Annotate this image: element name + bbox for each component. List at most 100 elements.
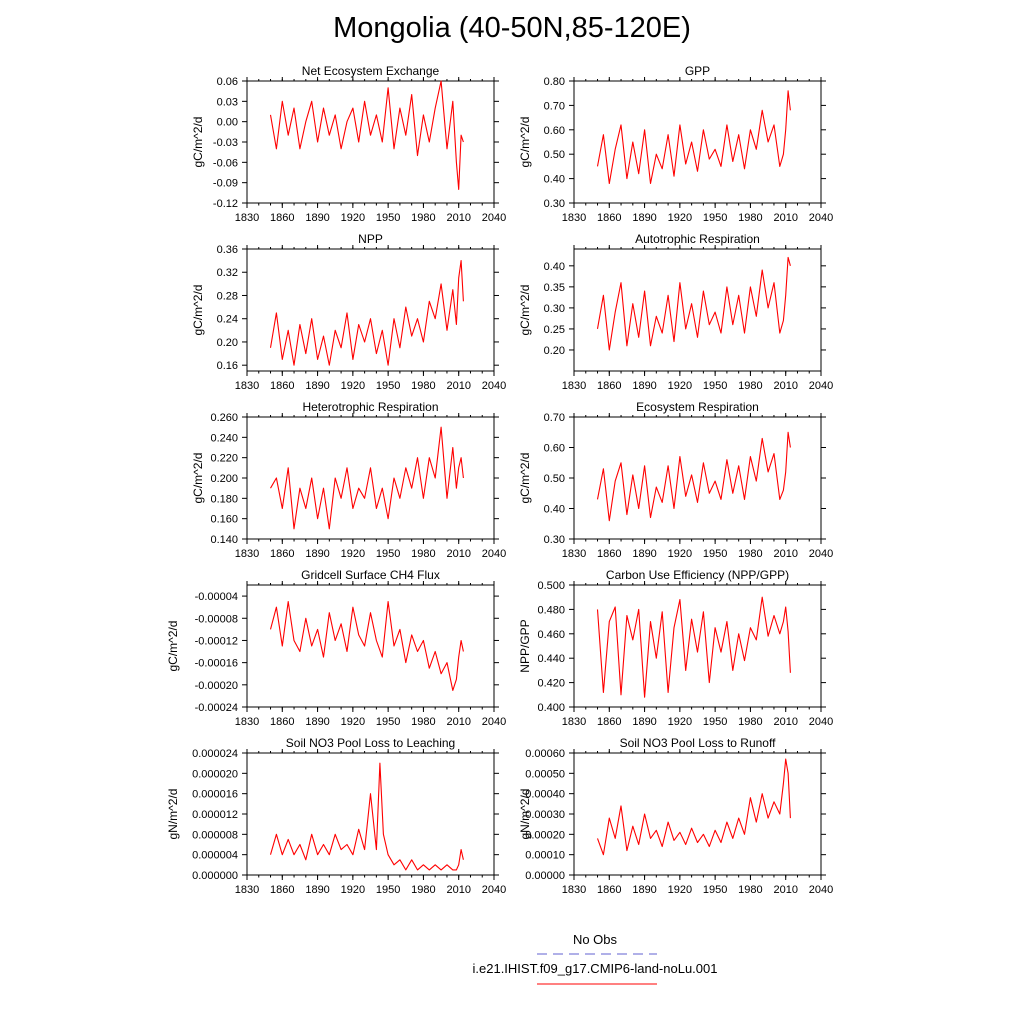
y-tick-label: 0.000012 <box>192 809 238 821</box>
y-tick-label: 0.000024 <box>192 748 238 760</box>
y-tick-label: 0.00000 <box>525 870 565 882</box>
y-tick-label: -0.00008 <box>195 613 238 625</box>
y-tick-label: 0.400 <box>537 702 565 714</box>
x-tick-label: 1890 <box>632 548 656 560</box>
y-tick-label: 0.00 <box>217 117 238 129</box>
legend-model-label: i.e21.IHIST.f09_g17.CMIP6-land-noLu.001 <box>472 961 718 976</box>
series-line <box>596 758 791 856</box>
page-title: Mongolia (40-50N,85-120E) <box>333 12 691 44</box>
x-tick-label: 1920 <box>341 716 365 728</box>
panel-10: Soil NO3 Pool Loss to Runoff 1830 1860 1890… <box>518 736 833 896</box>
x-tick-label: 1980 <box>411 884 435 896</box>
x-tick-label: 2040 <box>482 548 506 560</box>
panel-title: Gridcell Surface CH4 Flux <box>301 568 440 582</box>
y-tick-label: 0.40 <box>544 504 565 516</box>
x-tick-label: 1830 <box>235 212 259 224</box>
x-tick-label: 2040 <box>482 212 506 224</box>
x-tick-label: 1920 <box>668 716 692 728</box>
y-tick-label: -0.00024 <box>195 702 238 714</box>
x-tick-label: 2010 <box>446 212 470 224</box>
x-tick-label: 1890 <box>305 212 329 224</box>
x-tick-label: 1830 <box>562 884 586 896</box>
x-tick-label: 1860 <box>597 716 621 728</box>
x-tick-label: 1980 <box>411 212 435 224</box>
y-tick-label: 0.420 <box>537 678 565 690</box>
y-axis-label: gC/m^2/d <box>191 453 205 504</box>
y-axis-label: gC/m^2/d <box>166 621 180 672</box>
y-tick-label: 0.000020 <box>192 768 238 780</box>
series-line <box>596 596 791 698</box>
y-tick-label: 0.35 <box>544 282 565 294</box>
y-tick-label: 0.25 <box>544 324 565 336</box>
plot-frame <box>246 416 495 540</box>
panel-1: Net Ecosystem Exchange 1830 1860 1890 1920 19… <box>191 64 506 224</box>
y-tick-label: -0.12 <box>213 198 238 210</box>
y-tick-label: 0.40 <box>544 261 565 273</box>
x-tick-label: 1860 <box>597 548 621 560</box>
y-tick-label: -0.09 <box>213 178 238 190</box>
x-tick-label: 2010 <box>773 884 797 896</box>
x-tick-label: 2010 <box>773 380 797 392</box>
y-tick-label: 0.36 <box>217 244 238 256</box>
y-tick-label: 0.00040 <box>525 789 565 801</box>
plot-frame <box>573 752 822 876</box>
y-tick-label: 0.460 <box>537 629 565 641</box>
x-tick-label: 1890 <box>305 884 329 896</box>
y-tick-label: 0.000016 <box>192 789 238 801</box>
y-tick-label: 0.20 <box>544 345 565 357</box>
x-tick-label: 1890 <box>632 212 656 224</box>
x-tick-label: 1830 <box>235 548 259 560</box>
panel-title: Soil NO3 Pool Loss to Runoff <box>620 736 777 750</box>
y-tick-label: 0.70 <box>544 412 565 424</box>
x-tick-label: 2040 <box>809 212 833 224</box>
y-axis-label: gC/m^2/d <box>518 285 532 336</box>
y-tick-label: 0.00030 <box>525 809 565 821</box>
legend-obs-label: No Obs <box>572 932 618 947</box>
plot-frame <box>573 248 822 372</box>
panel-6: Ecosystem Respiration 1830 1860 1890 1920 195… <box>518 400 833 560</box>
y-tick-label: 0.220 <box>210 453 238 465</box>
plot-frame <box>246 584 495 708</box>
y-tick-label: 0.00020 <box>525 829 565 841</box>
x-tick-label: 1920 <box>341 212 365 224</box>
x-tick-label: 1980 <box>738 884 762 896</box>
x-tick-label: 2040 <box>482 380 506 392</box>
panel-4: Autotrophic Respiration 1830 1860 1890 1920 1… <box>518 232 833 392</box>
x-tick-label: 1950 <box>376 716 400 728</box>
x-tick-label: 1920 <box>341 380 365 392</box>
y-axis-label: gN/m^2/d <box>166 789 180 840</box>
y-axis-label: NPP/GPP <box>518 619 532 672</box>
x-tick-label: 1860 <box>270 884 294 896</box>
x-tick-label: 1980 <box>411 548 435 560</box>
x-tick-label: 1950 <box>703 716 727 728</box>
x-tick-label: 1950 <box>703 884 727 896</box>
plot-frame <box>573 80 822 204</box>
y-tick-label: 0.000000 <box>192 870 238 882</box>
x-tick-label: 1860 <box>270 716 294 728</box>
panel-7: Gridcell Surface CH4 Flux 1830 1860 1890 192… <box>166 568 506 728</box>
y-tick-label: -0.00016 <box>195 658 238 670</box>
x-tick-label: 1890 <box>632 716 656 728</box>
panel-title: Carbon Use Efficiency (NPP/GPP) <box>606 568 789 582</box>
y-axis-label: gC/m^2/d <box>191 117 205 168</box>
y-tick-label: 0.30 <box>544 534 565 546</box>
series-line <box>596 90 791 185</box>
y-tick-label: 0.240 <box>210 432 238 444</box>
y-tick-label: 0.30 <box>544 198 565 210</box>
x-tick-label: 1830 <box>562 212 586 224</box>
x-tick-label: 1980 <box>738 380 762 392</box>
x-tick-label: 2040 <box>809 884 833 896</box>
panel-title: Heterotrophic Respiration <box>302 400 438 414</box>
y-axis-label: gC/m^2/d <box>518 117 532 168</box>
y-tick-label: 0.160 <box>210 514 238 526</box>
x-tick-label: 1950 <box>376 884 400 896</box>
y-tick-label: 0.000008 <box>192 829 238 841</box>
x-tick-label: 2010 <box>773 212 797 224</box>
x-tick-label: 1950 <box>703 212 727 224</box>
y-tick-label: 0.00060 <box>525 748 565 760</box>
y-tick-label: 0.24 <box>217 314 238 326</box>
x-tick-label: 1830 <box>235 884 259 896</box>
x-tick-label: 1830 <box>235 380 259 392</box>
y-tick-label: 0.500 <box>537 580 565 592</box>
